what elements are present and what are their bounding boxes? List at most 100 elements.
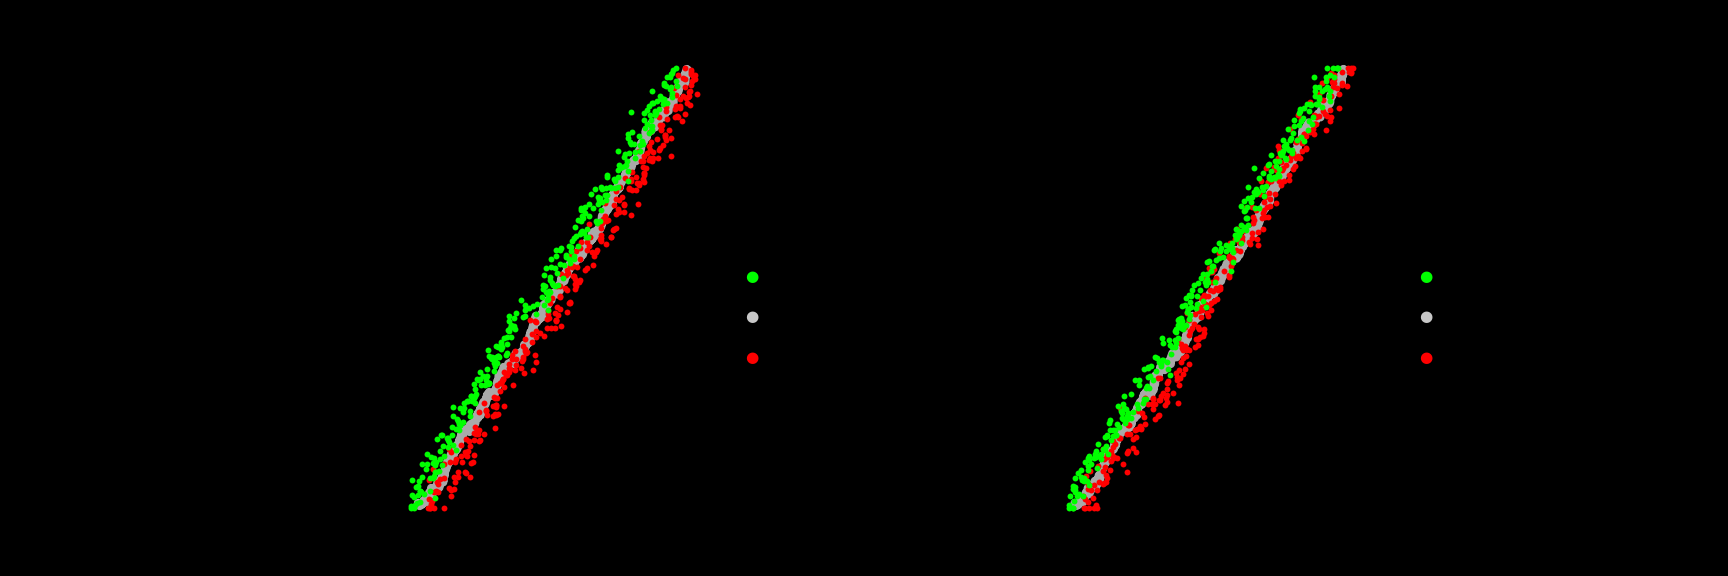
Point [1163,376,1191,385]
Point [1170,353,1198,362]
Point [570,265,598,274]
Point [1192,302,1220,311]
Point [639,147,667,156]
Point [1166,318,1194,327]
Point [1115,446,1142,456]
Point [1199,286,1227,295]
Point [456,407,484,416]
Point [1165,320,1192,329]
Point [1149,338,1177,347]
Point [1172,320,1199,329]
Point [586,234,613,244]
Point [1199,261,1227,270]
Point [1135,384,1163,393]
Point [1287,116,1315,126]
Point [1317,71,1344,80]
Point [408,459,435,468]
Point [1312,73,1339,82]
Point [511,346,539,355]
Point [1191,291,1218,300]
Point [1061,487,1089,497]
Point [1222,235,1249,244]
Point [1225,227,1253,236]
Point [1255,177,1282,187]
Point [408,472,435,482]
Point [1251,191,1279,200]
Point [657,72,684,81]
Point [434,434,461,443]
Point [575,241,603,250]
Point [1165,334,1192,343]
Point [1194,312,1222,321]
Point [1092,445,1120,454]
Point [1137,362,1165,371]
Point [1177,310,1204,319]
Point [522,333,550,342]
Point [472,372,499,381]
Point [610,208,638,217]
Point [1165,365,1192,374]
Point [1113,414,1140,423]
Point [1130,395,1158,404]
Point [536,276,563,285]
Point [582,245,610,255]
Point [429,442,456,451]
Point [615,129,643,138]
Point [1090,478,1118,487]
Point [1210,252,1237,262]
Point [1175,291,1203,300]
Point [467,367,494,377]
Point [537,263,565,272]
Point [479,353,506,362]
Point [1244,187,1272,196]
Point [1104,401,1132,410]
Point [1191,329,1218,338]
Point [401,503,429,513]
Point [1320,75,1348,84]
Point [1256,166,1284,176]
Point [403,482,430,491]
Point [1147,358,1175,367]
Point [1287,146,1315,156]
Text: ●: ● [1419,309,1433,324]
Point [653,73,681,82]
Point [429,430,456,439]
Point [1222,231,1249,240]
Point [1173,307,1201,316]
Point [1279,149,1306,158]
Point [667,95,695,104]
Point [449,417,477,426]
Point [570,228,598,237]
Point [1232,214,1260,223]
Point [591,211,619,221]
Point [629,157,657,166]
Point [408,487,435,497]
Point [627,156,655,165]
Point [1246,204,1274,213]
Point [1075,456,1102,465]
Point [1123,400,1151,409]
Point [1082,446,1109,456]
Point [1261,190,1289,199]
Point [562,222,589,232]
Point [430,459,458,468]
Point [546,293,574,302]
Point [1115,420,1142,430]
Point [1180,319,1208,328]
Point [515,316,543,325]
Point [1277,135,1305,144]
Point [567,206,594,215]
Point [518,365,546,374]
Point [461,384,489,393]
Point [422,468,449,477]
Point [1087,450,1115,459]
Point [653,98,681,107]
Point [534,305,562,314]
Point [562,280,589,289]
Point [603,182,631,191]
Point [653,103,681,112]
Point [1123,447,1151,456]
Point [639,98,667,108]
Point [427,430,454,439]
Point [1090,462,1118,471]
